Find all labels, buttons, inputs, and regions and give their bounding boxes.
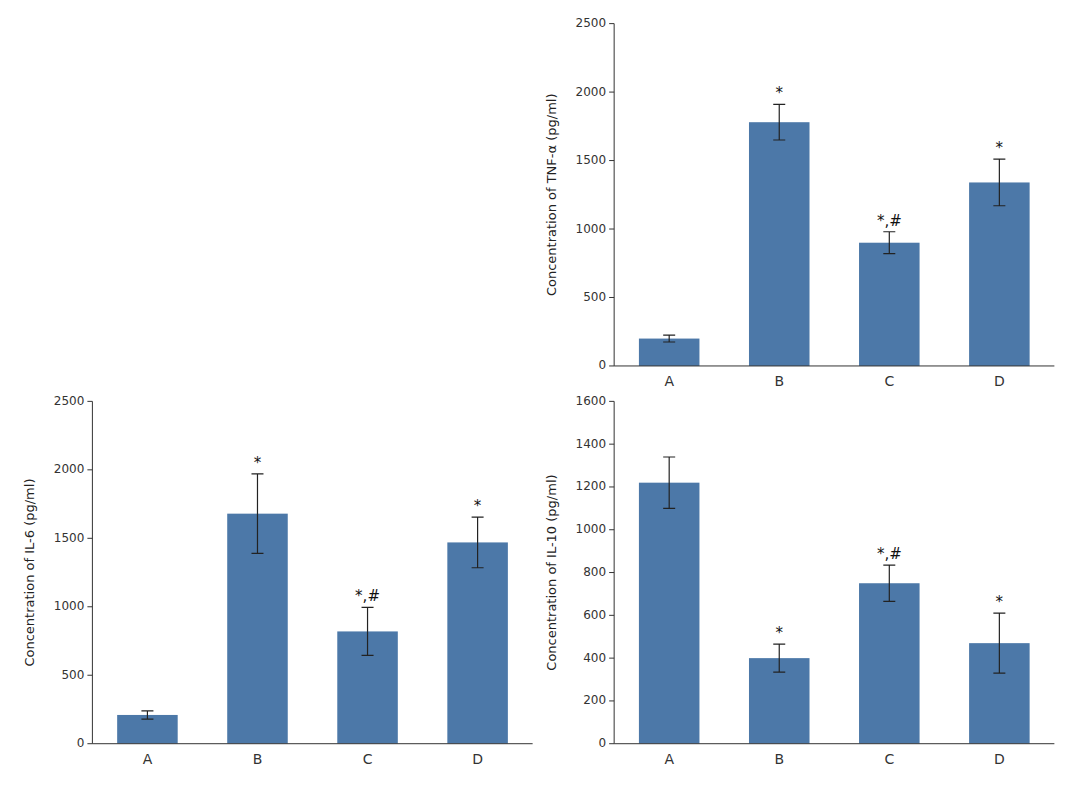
annotation: *,# <box>355 587 380 605</box>
y-tick <box>609 444 614 445</box>
error-bar <box>141 711 153 719</box>
y-tick-label: 2000 <box>576 85 607 99</box>
x-tick-label: B <box>253 751 263 767</box>
y-tick-label: 1600 <box>576 394 607 408</box>
panel: 0 500 1000 1500 2000 2500 * *,# * A B C D Concentrati… <box>22 394 532 767</box>
y-tick <box>609 297 614 298</box>
x-tick-label: C <box>884 373 894 389</box>
panel: 0 500 1000 1500 2000 2500 * *,# * A B C D Concentrati… <box>544 16 1054 389</box>
y-axis-line <box>614 401 615 743</box>
chart-canvas: 05001000150020002500**,#*ABCDConcentrati… <box>0 0 1087 787</box>
y-tick <box>87 538 92 539</box>
y-tick <box>87 606 92 607</box>
y-tick-label: 500 <box>583 290 606 304</box>
annotation: *,# <box>877 212 902 230</box>
y-tick <box>609 700 614 701</box>
y-tick-label: 1000 <box>54 599 85 613</box>
y-tick-label: 2500 <box>576 16 607 30</box>
bar <box>859 583 920 743</box>
x-axis-line <box>92 743 532 744</box>
x-tick-label: C <box>884 751 894 767</box>
y-tick-label: 200 <box>583 693 606 707</box>
y-axis-line <box>92 401 93 743</box>
error-bar <box>773 644 785 672</box>
y-tick <box>609 92 614 93</box>
annotation: * <box>474 497 482 515</box>
error-bar <box>472 517 484 568</box>
y-tick-label: 600 <box>583 608 606 622</box>
y-tick <box>609 229 614 230</box>
y-tick-label: 1400 <box>576 437 607 451</box>
y-tick <box>609 365 614 366</box>
x-tick-label: D <box>994 373 1005 389</box>
panel: 0 200 400 600 800 1000 1200 1400 1600 * *,# * A B C D Co… <box>544 394 1054 767</box>
y-tick-label: 1200 <box>576 479 607 493</box>
annotation: * <box>775 624 783 642</box>
x-tick-label: B <box>774 751 784 767</box>
x-tick-label: A <box>664 751 674 767</box>
y-tick-label: 1500 <box>576 153 607 167</box>
y-tick-label: 0 <box>599 358 607 372</box>
y-tick <box>609 529 614 530</box>
y-tick-label: 800 <box>583 565 606 579</box>
bar <box>749 122 810 366</box>
bars <box>639 104 1030 366</box>
y-tick <box>609 658 614 659</box>
annotation: *,# <box>877 545 902 563</box>
y-tick <box>609 401 614 402</box>
annotation: * <box>254 454 262 472</box>
y-tick <box>609 23 614 24</box>
error-bar <box>663 457 675 508</box>
y-tick-label: 500 <box>61 668 84 682</box>
y-tick <box>87 401 92 402</box>
error-bar <box>362 607 374 655</box>
x-tick-label: A <box>143 751 153 767</box>
y-tick <box>609 160 614 161</box>
x-tick-label: A <box>664 373 674 389</box>
y-tick-label: 1000 <box>576 222 607 236</box>
y-tick-label: 1000 <box>576 522 607 536</box>
annotation: * <box>996 593 1004 611</box>
annotation: * <box>775 84 783 102</box>
y-axis-label: Concentration of TNF-α (pg/ml) <box>544 93 559 296</box>
bars <box>639 457 1030 744</box>
x-tick-label: C <box>363 751 373 767</box>
y-tick <box>609 743 614 744</box>
annotation: * <box>996 139 1004 157</box>
bar <box>639 339 700 366</box>
bar <box>859 243 920 366</box>
y-tick-label: 2500 <box>54 394 85 408</box>
error-bar <box>773 104 785 140</box>
error-bar <box>663 335 675 342</box>
bar <box>969 182 1030 365</box>
y-tick <box>609 615 614 616</box>
y-tick <box>87 743 92 744</box>
y-tick-label: 0 <box>599 736 607 750</box>
error-bar <box>993 159 1005 206</box>
x-axis-line <box>614 365 1054 366</box>
y-axis-label: Concentration of IL-10 (pg/ml) <box>544 474 559 670</box>
bar <box>639 483 700 744</box>
y-tick-label: 400 <box>583 651 606 665</box>
y-tick <box>87 469 92 470</box>
error-bar <box>883 232 895 254</box>
y-axis-label: Concentration of IL-6 (pg/ml) <box>22 479 37 667</box>
y-tick-label: 1500 <box>54 531 85 545</box>
error-bar <box>993 613 1005 673</box>
error-bar <box>251 474 263 553</box>
y-tick-label: 0 <box>77 736 85 750</box>
y-tick-label: 2000 <box>54 462 85 476</box>
x-tick-label: D <box>472 751 483 767</box>
x-axis-line <box>614 743 1054 744</box>
y-tick <box>609 486 614 487</box>
error-bar <box>883 565 895 601</box>
y-tick <box>609 572 614 573</box>
y-tick <box>87 675 92 676</box>
bars <box>117 474 508 744</box>
bar <box>447 542 508 743</box>
x-tick-label: B <box>774 373 784 389</box>
x-tick-label: D <box>994 751 1005 767</box>
y-axis-line <box>614 24 615 366</box>
